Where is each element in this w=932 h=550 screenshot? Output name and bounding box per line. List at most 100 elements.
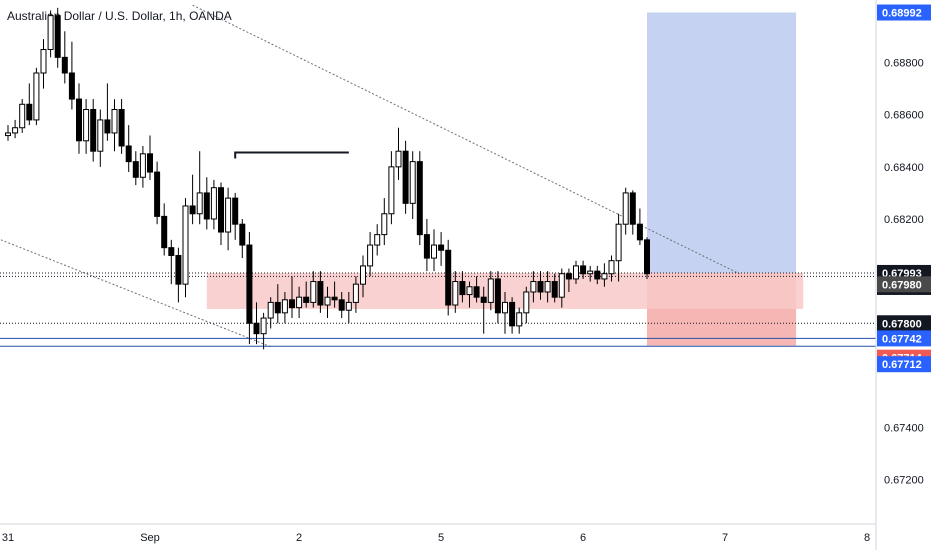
candle — [636, 223, 643, 241]
candle — [573, 265, 579, 280]
candle — [445, 249, 452, 306]
candle — [281, 299, 288, 314]
candle — [225, 197, 232, 233]
candle — [558, 273, 565, 298]
candle — [267, 301, 274, 319]
candle — [118, 108, 125, 147]
candle — [324, 296, 331, 306]
candle — [622, 192, 629, 225]
candle — [175, 254, 182, 285]
candle — [296, 296, 303, 309]
candle — [83, 108, 90, 142]
candle — [487, 278, 494, 303]
candle — [551, 281, 558, 298]
candle — [232, 197, 239, 225]
candle — [33, 72, 40, 121]
candle — [19, 103, 26, 129]
trendline-1 — [192, 4, 740, 275]
candle — [203, 192, 210, 220]
candle — [537, 281, 544, 293]
target-price-tag: 0.68992 — [882, 8, 922, 20]
x-tick-label: 2 — [296, 532, 302, 544]
level-tag-3-bg — [877, 356, 931, 373]
x-tick-label: 6 — [580, 532, 586, 544]
level-tag-1: 0.67800 — [882, 318, 922, 330]
candle — [182, 205, 189, 285]
candle — [68, 72, 75, 100]
candle — [104, 119, 111, 134]
candle — [246, 244, 253, 324]
candle — [587, 270, 594, 275]
candle — [565, 273, 572, 280]
profit-zone — [647, 12, 797, 273]
candle — [608, 260, 615, 275]
candle — [331, 296, 338, 301]
candle — [615, 223, 622, 262]
candle — [90, 108, 97, 152]
candle — [97, 119, 104, 152]
level-tag-1-bg — [877, 315, 931, 332]
candle — [189, 205, 196, 215]
candle — [523, 291, 530, 314]
candle — [139, 153, 146, 178]
candle — [431, 244, 437, 259]
candle — [629, 192, 636, 225]
x-tick-label: 8 — [864, 532, 870, 544]
candle — [125, 145, 132, 163]
candle — [438, 244, 445, 251]
candle — [47, 15, 54, 51]
candle — [26, 103, 33, 121]
candle — [530, 281, 537, 293]
candle — [111, 108, 118, 134]
candle — [310, 281, 317, 303]
candle — [402, 150, 409, 204]
candle — [466, 286, 473, 296]
candle — [423, 234, 430, 259]
candle — [516, 312, 523, 327]
candle — [594, 270, 601, 280]
candle — [132, 161, 139, 178]
candle — [388, 166, 395, 215]
y-tick-label: 0.67200 — [884, 475, 924, 487]
candle — [5, 132, 11, 137]
y-tick-label: 0.67400 — [884, 423, 924, 435]
candle — [544, 281, 551, 293]
chart-title: Australian Dollar / U.S. Dollar, 1h, OAN… — [7, 9, 232, 23]
candle — [494, 278, 501, 314]
resistance-line — [234, 151, 349, 159]
candle — [416, 161, 423, 236]
candle — [218, 187, 224, 233]
candle — [161, 215, 168, 249]
candle — [260, 317, 267, 335]
candle — [502, 301, 508, 314]
level-tag-0: 0.67980 — [882, 279, 922, 291]
x-tick-label: 31 — [2, 532, 14, 544]
x-tick-label: Sep — [140, 532, 160, 544]
x-tick-label: 5 — [438, 532, 444, 544]
candle — [360, 265, 366, 285]
candle — [317, 281, 324, 306]
candle — [509, 301, 516, 327]
level-tag-2: 0.67742 — [882, 333, 922, 345]
candle — [147, 153, 153, 173]
level-tag-0-bg — [877, 276, 931, 293]
candle — [395, 150, 402, 168]
candle — [54, 15, 61, 58]
trendline-2 — [0, 239, 271, 348]
candle — [480, 296, 487, 303]
candle — [473, 286, 480, 298]
y-tick-label: 0.68800 — [884, 58, 924, 70]
candle — [154, 171, 161, 217]
candle — [409, 161, 416, 204]
candle — [239, 223, 246, 246]
y-tick-label: 0.68200 — [884, 214, 924, 226]
y-tick-label: 0.68400 — [884, 162, 924, 174]
candle — [196, 192, 203, 215]
candle — [210, 187, 217, 220]
y-tick-label: 0.68600 — [884, 110, 924, 122]
candle — [352, 283, 359, 303]
candle — [76, 98, 82, 142]
level-tag-3: 0.67712 — [882, 359, 922, 371]
candle — [289, 299, 295, 309]
